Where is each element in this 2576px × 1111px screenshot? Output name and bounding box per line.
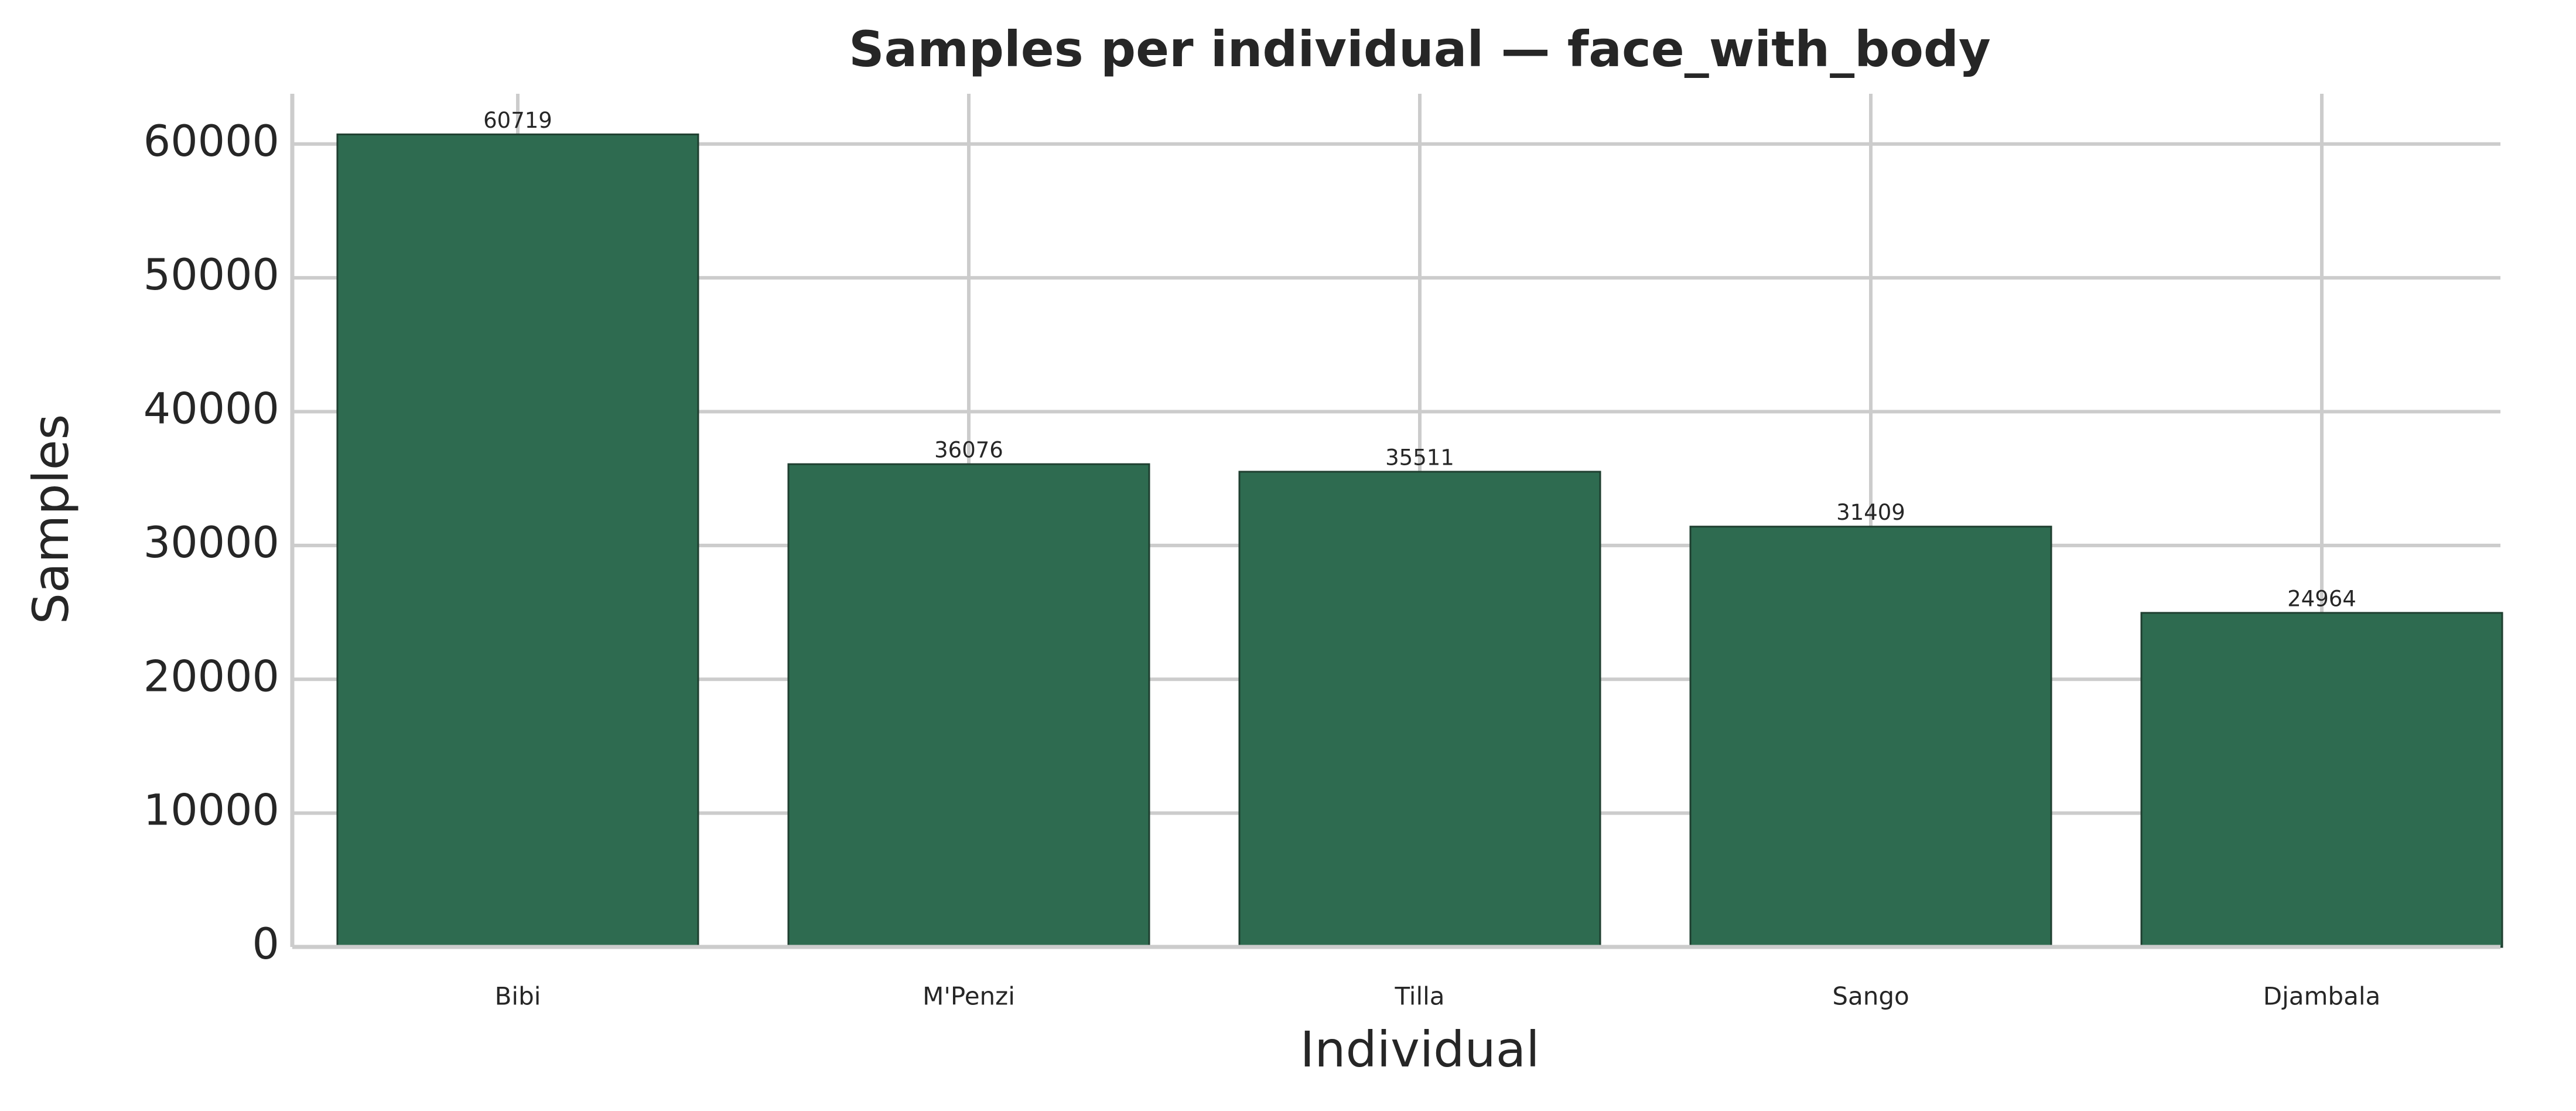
y-tick-label: 50000 <box>144 250 279 300</box>
value-label: 31409 <box>1836 500 1905 525</box>
y-tick-label: 60000 <box>144 117 279 166</box>
bar <box>1238 471 1601 948</box>
y-tick-label: 40000 <box>144 384 279 434</box>
x-tick-label: Djambala <box>2263 982 2380 1011</box>
value-label: 24964 <box>2287 586 2356 611</box>
bar <box>336 133 699 948</box>
bar <box>1689 526 2052 948</box>
bar <box>787 463 1150 948</box>
x-tick-label: Sango <box>1832 982 1909 1011</box>
x-tick-label: Tilla <box>1394 982 1444 1011</box>
y-tick-label: 10000 <box>144 786 279 836</box>
y-axis-label: Samples <box>22 414 80 625</box>
x-axis-label: Individual <box>1300 1021 1539 1078</box>
value-label: 60719 <box>483 108 552 133</box>
chart-title: Samples per individual — face_with_body <box>849 21 1991 78</box>
value-label: 36076 <box>934 438 1003 463</box>
bar <box>2140 612 2503 948</box>
x-tick-label: Bibi <box>495 982 541 1011</box>
y-tick-label: 20000 <box>144 652 279 701</box>
y-tick-label: 30000 <box>144 518 279 568</box>
value-label: 35511 <box>1385 445 1454 471</box>
y-tick-label: 0 <box>252 919 279 969</box>
x-tick-label: M'Penzi <box>923 982 1015 1011</box>
